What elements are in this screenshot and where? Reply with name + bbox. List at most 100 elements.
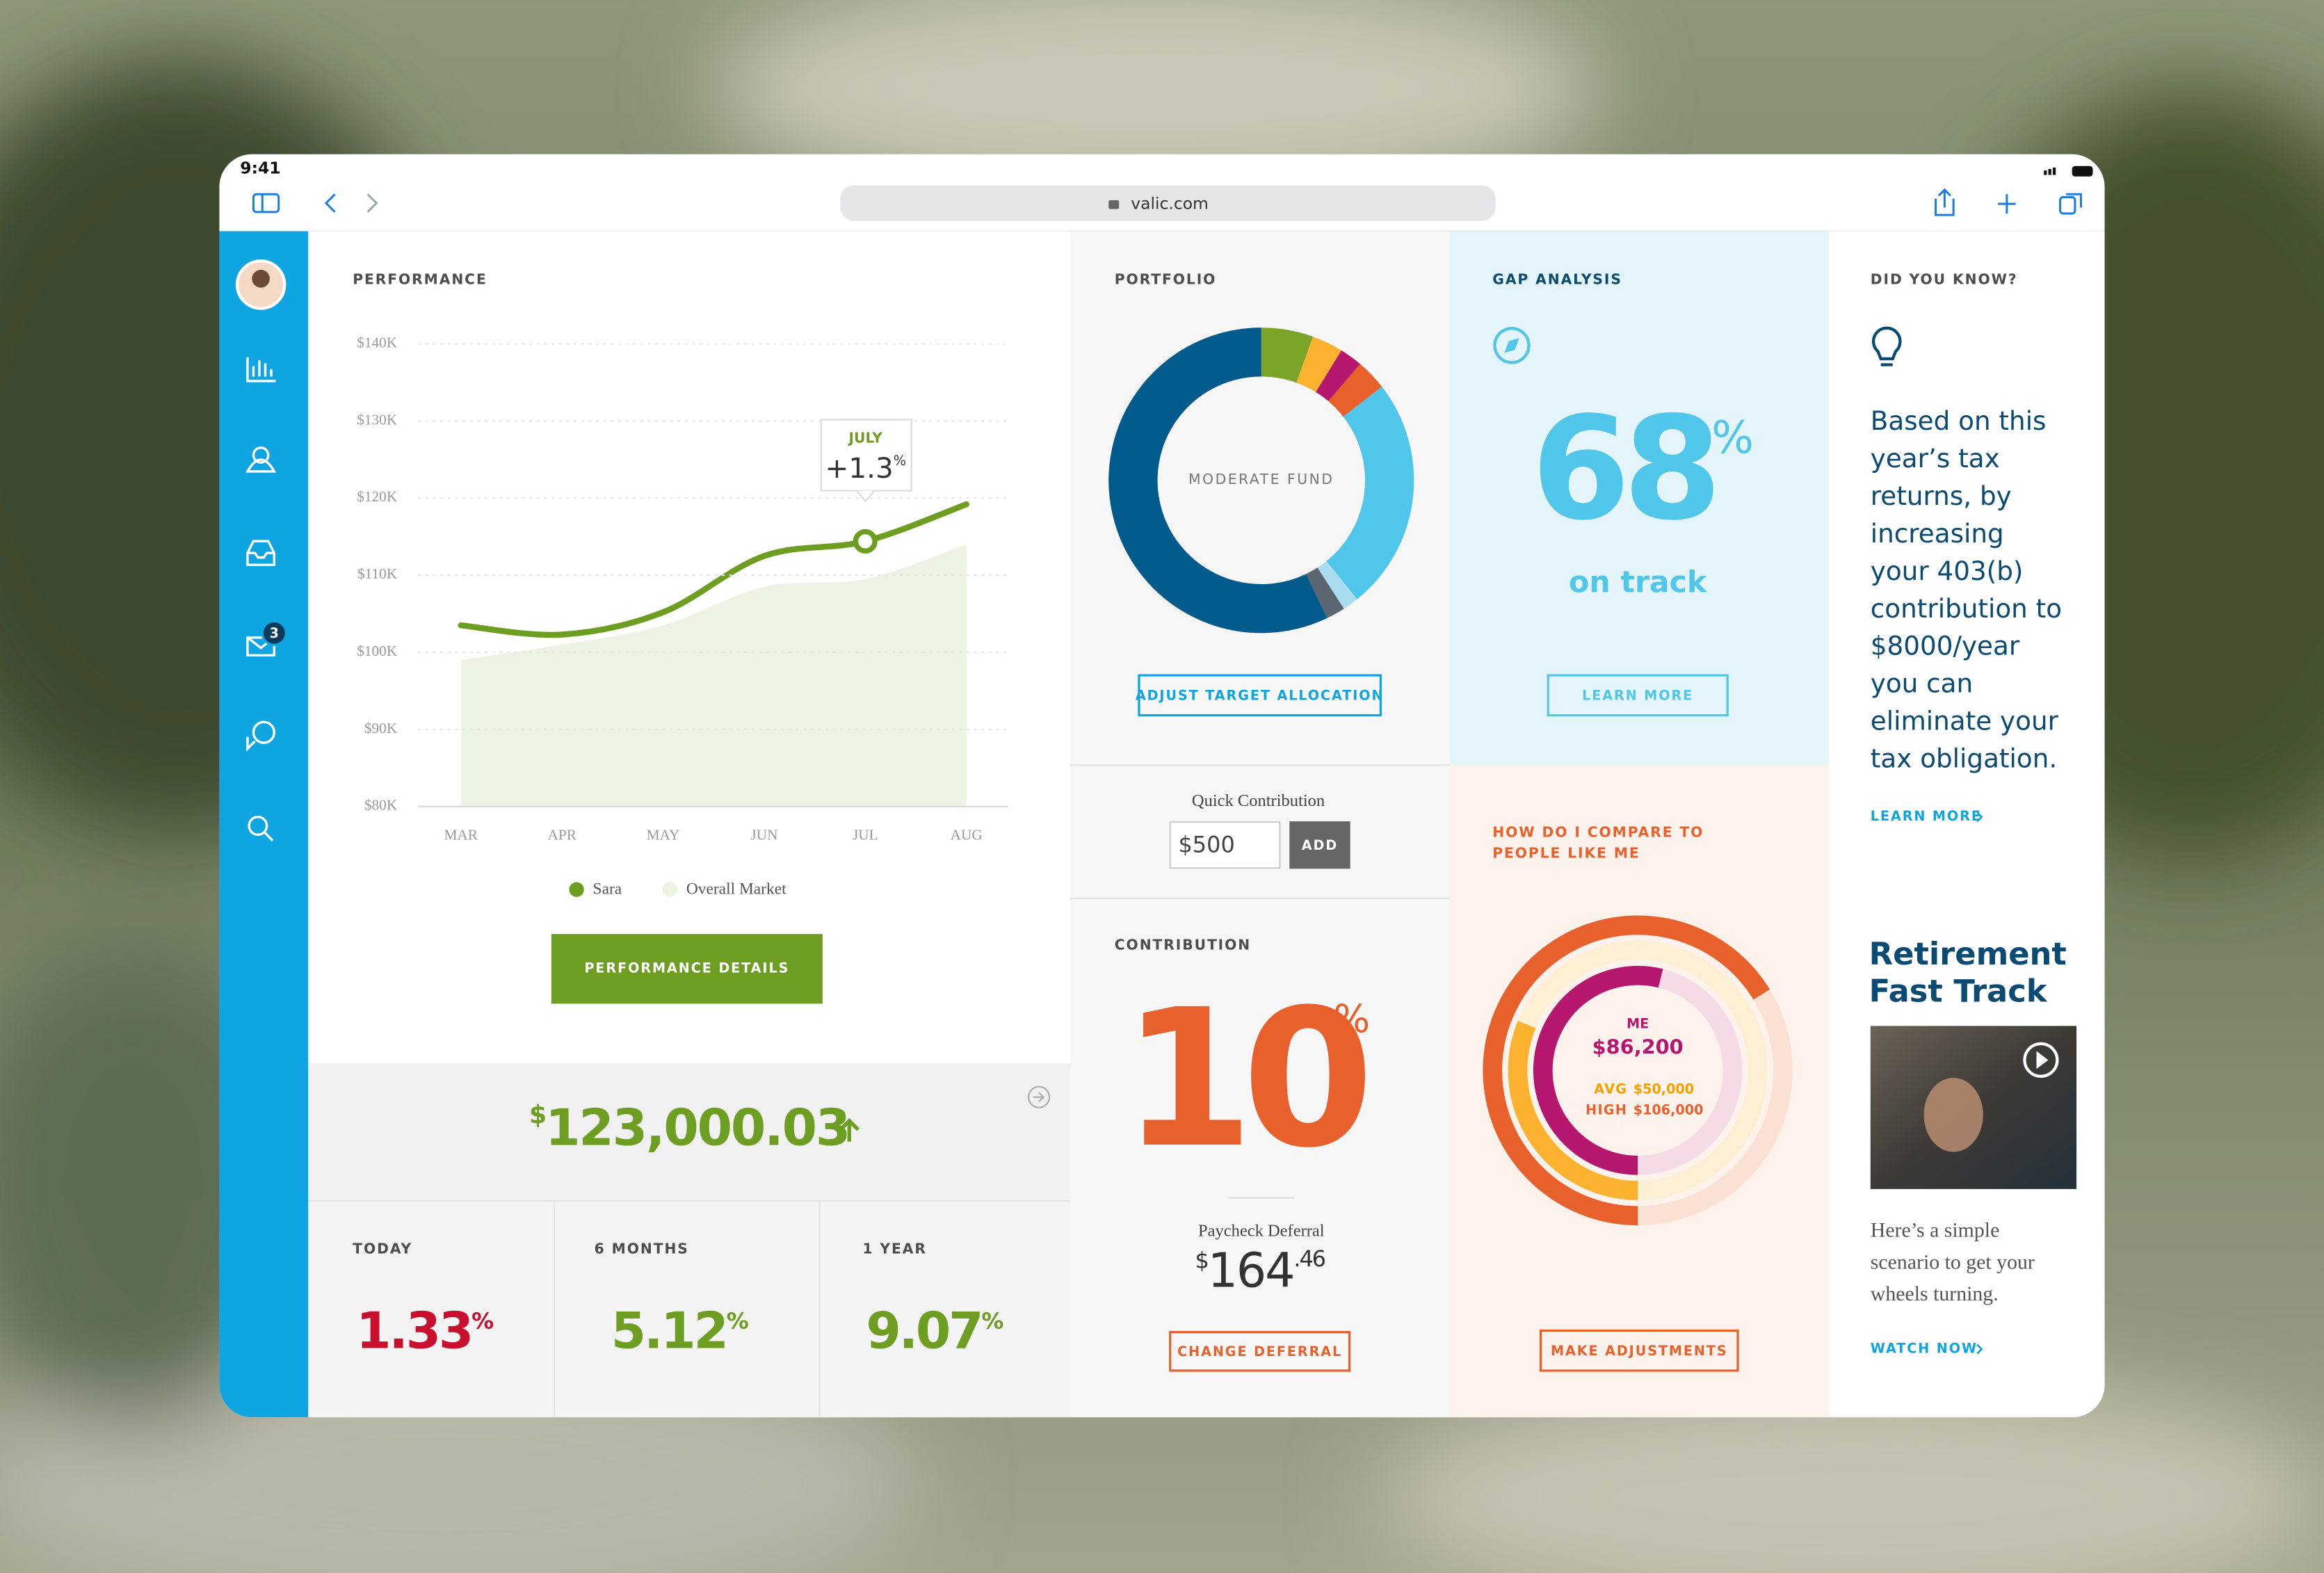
balance-amount: 123,000.03 <box>545 1099 849 1158</box>
notification-badge <box>261 620 287 646</box>
avatar-hair <box>252 270 270 288</box>
lightbulb-icon <box>1872 326 1902 366</box>
performance-chart: $80K $90K $100K $110K $120K $130K $140K MAR APR M… <box>357 334 1008 898</box>
returns-panel <box>308 1200 1070 1418</box>
deferral-label: Paycheck Deferral <box>1198 1221 1325 1240</box>
tooltip-value: +1.3% <box>825 451 906 485</box>
panel-title: GAP ANALYSIS <box>1492 271 1622 287</box>
performance-details-button[interactable] <box>551 934 823 1004</box>
gap-unit: % <box>1711 412 1754 464</box>
returns: TODAY 1.33% 6 MONTHS 5.12% 1 YEAR 9.07% <box>353 1241 1006 1361</box>
play-triangle <box>2036 1051 2049 1070</box>
return-unit: % <box>471 1308 494 1334</box>
panel-title: HOW DO I COMPARE TO <box>1492 824 1704 841</box>
donut-segment <box>1315 350 1360 402</box>
ring-bar <box>1483 915 1770 1226</box>
panel-title: PORTFOLIO <box>1115 271 1217 287</box>
compass-icon <box>1493 327 1531 364</box>
lock-icon <box>1108 200 1120 209</box>
sidebar <box>219 231 309 1418</box>
panel-title: DID YOU KNOW? <box>1871 271 2018 287</box>
tip-line: Based on this <box>1871 405 2047 436</box>
donut-segment <box>1296 337 1342 393</box>
button-label: MAKE ADJUSTMENTS <box>1551 1343 1728 1359</box>
tip-line: you can <box>1871 668 1973 699</box>
compare-chart: ME $86,200 AVG $50,000 HIGH $106,000 <box>1483 915 1793 1226</box>
learn-more-button[interactable] <box>1547 674 1729 717</box>
tip-line: eliminate your <box>1871 706 2059 736</box>
ring-value: $106,000 <box>1633 1102 1704 1118</box>
y-tick-label: $90K <box>364 720 398 736</box>
tooltip <box>820 419 912 492</box>
y-tick-label: $130K <box>357 411 398 428</box>
make-adjustments-button[interactable] <box>1539 1329 1739 1372</box>
ring-label: ME <box>1627 1016 1649 1032</box>
details-arrow <box>1033 1092 1044 1102</box>
status-time: 9:41 <box>240 159 280 178</box>
tip-text: Based on this year’s tax returns, by increa… <box>1871 405 2062 773</box>
donut-segment <box>1260 328 1314 383</box>
return-label: TODAY <box>353 1241 412 1257</box>
donut-segment <box>1317 560 1357 609</box>
y-tick-label: $120K <box>357 488 398 505</box>
link-chevron <box>1976 812 1983 823</box>
button-label: PERFORMANCE DETAILS <box>584 960 789 976</box>
play-icon <box>2023 1042 2059 1078</box>
tooltip-number: +1.3 <box>825 451 893 485</box>
return-number: 9.07 <box>866 1302 981 1361</box>
link-chevron <box>1976 1344 1983 1355</box>
portfolio-donut <box>1108 328 1414 634</box>
y-tick-label: $140K <box>357 334 398 351</box>
status-icons <box>2044 166 2093 177</box>
button-label: ADD <box>1302 837 1338 853</box>
button-label: CHANGE DEFERRAL <box>1177 1344 1342 1360</box>
fast-track-line: scenario to get your <box>1871 1250 2035 1273</box>
browser-controls[interactable] <box>252 188 2082 216</box>
watch-link[interactable]: WATCH NOW <box>1871 1341 1978 1357</box>
x-tick-label: MAY <box>647 826 680 843</box>
thumbnail-face <box>1923 1077 1983 1152</box>
url-bar[interactable] <box>840 185 1496 221</box>
return-unit: % <box>981 1308 1003 1334</box>
add-button[interactable] <box>1289 821 1350 869</box>
gap-status: on track <box>1569 565 1708 599</box>
adjust-allocation-button[interactable] <box>1138 674 1382 717</box>
return-value: 5.12% <box>611 1302 749 1361</box>
y-tick-label: $80K <box>364 797 398 814</box>
details-link[interactable] <box>1028 1086 1051 1108</box>
tip-line: year’s tax <box>1871 443 2000 474</box>
tip-line: tax obligation. <box>1871 743 2057 774</box>
ring-bar <box>1533 966 1663 1175</box>
fast-track-line: wheels turning. <box>1871 1282 1999 1305</box>
ring-bar <box>1508 1020 1638 1200</box>
tip-line: your 403(b) <box>1871 556 2024 586</box>
url-text: valic.com <box>1131 194 1209 213</box>
return-label: 1 YEAR <box>862 1241 926 1257</box>
deferral-amount: $164.46 <box>1195 1243 1325 1298</box>
input-value: $500 <box>1178 831 1234 857</box>
compass-needle <box>1504 338 1519 353</box>
donut-segment <box>1325 387 1414 599</box>
ring-value: $50,000 <box>1633 1081 1694 1097</box>
balance: $123,000.03 <box>529 1099 849 1158</box>
fast-track-text: Here’s a simple scenario to get your wheel… <box>1871 1218 2035 1305</box>
y-tick-label: $100K <box>357 643 398 659</box>
return-value: 9.07% <box>866 1302 1003 1361</box>
x-tick-label: APR <box>548 826 577 843</box>
panel-title: CONTRIBUTION <box>1115 937 1251 953</box>
return-number: 1.33 <box>356 1302 471 1361</box>
ring-label: HIGH <box>1585 1102 1627 1118</box>
donut-segment <box>1108 328 1328 634</box>
ring-label: AVG <box>1594 1081 1627 1097</box>
contribution-input[interactable] <box>1169 821 1281 869</box>
tip-line: contribution to <box>1871 593 2062 624</box>
tip-link[interactable]: LEARN MORE <box>1871 808 1982 824</box>
balance-panel <box>308 1063 1070 1201</box>
x-tick-label: JUL <box>853 826 878 843</box>
market-area <box>460 544 967 807</box>
fast-track-title: Fast Track <box>1869 972 2048 1009</box>
x-tick-label: JUN <box>750 826 777 843</box>
change-deferral-button[interactable] <box>1169 1330 1351 1372</box>
balance-currency: $ <box>529 1099 545 1129</box>
